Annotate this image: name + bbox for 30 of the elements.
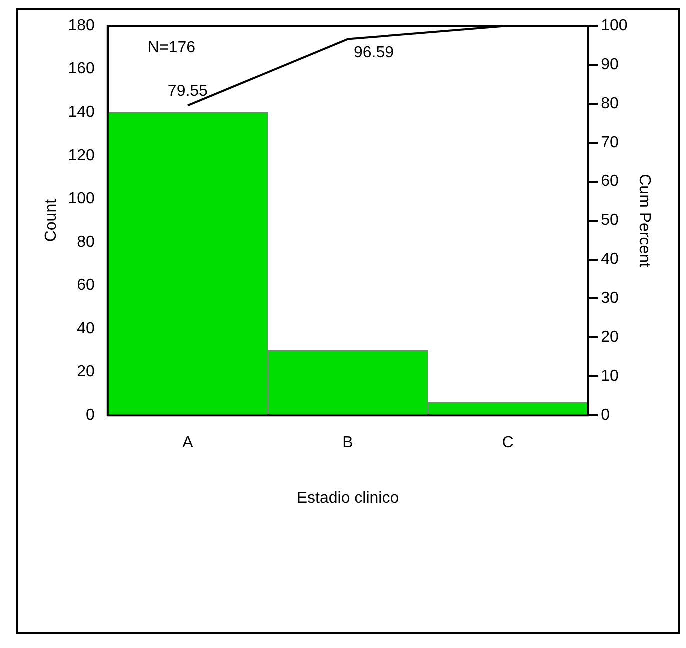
y2-tick-label: 20	[601, 329, 620, 346]
y2-axis-title: Cum Percent	[636, 174, 653, 268]
annotation: N=176	[148, 39, 196, 56]
y-tick-label: 20	[77, 364, 95, 381]
y-tick-label: 120	[68, 147, 95, 164]
y-tick-label: 100	[68, 190, 95, 208]
y-tick-label: 160	[68, 60, 95, 78]
y2-tick-label: 30	[601, 290, 620, 308]
y-axis-title: Count	[43, 198, 60, 242]
y2-tick-label: 40	[601, 251, 620, 268]
y2-tick-label: 70	[601, 134, 620, 152]
x-tick-label: B	[342, 434, 354, 452]
x-tick-label: C	[502, 434, 514, 452]
y2-tick-label: 100	[601, 17, 628, 34]
y2-tick-label: 50	[601, 212, 620, 230]
y2-tick-label: 10	[601, 368, 620, 386]
y2-tick-label: 90	[601, 56, 620, 74]
x-tick-label: A	[182, 434, 194, 452]
y-tick-label: 140	[68, 104, 95, 121]
y-tick-label: 80	[77, 234, 95, 251]
y-tick-label: 40	[77, 320, 95, 338]
y-tick-label: 0	[86, 407, 95, 424]
data-label: 79.55	[168, 83, 208, 100]
y2-tick-label: 80	[601, 95, 620, 112]
y-tick-label: 180	[68, 17, 95, 34]
y-tick-label: 60	[77, 277, 95, 294]
x-axis-title: Estadio clinico	[296, 490, 400, 507]
data-label: 96.59	[354, 44, 394, 62]
y2-tick-label: 60	[601, 173, 620, 190]
y2-tick-label: 0	[601, 407, 610, 424]
